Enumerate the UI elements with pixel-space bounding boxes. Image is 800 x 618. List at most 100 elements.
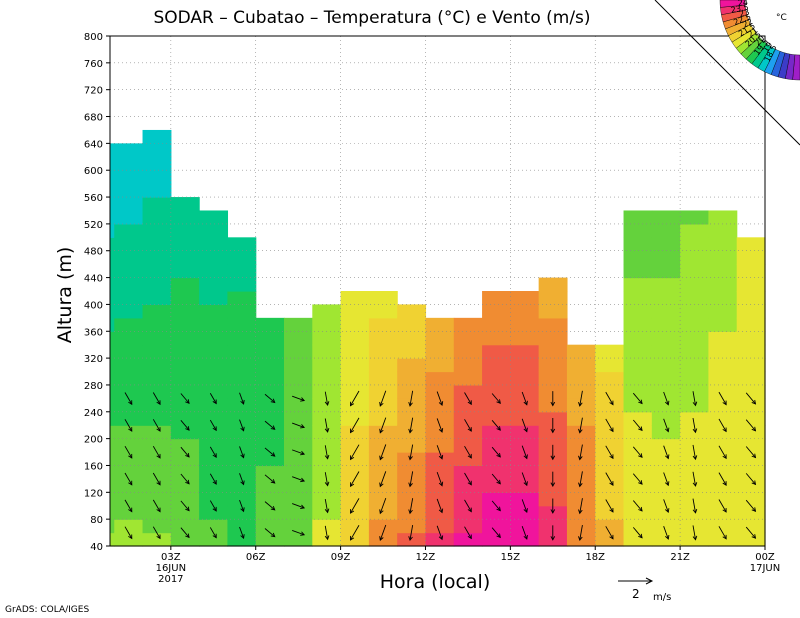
wind-arrow-head [638, 480, 643, 485]
wind-arrow-shaft [124, 526, 133, 539]
temperature-cell [595, 438, 625, 453]
temperature-cell [312, 304, 342, 319]
x-tick-label: 12Z [416, 552, 436, 563]
temperature-cell [199, 371, 229, 386]
y-tick-label: 40 [90, 542, 103, 553]
temperature-cell [708, 210, 738, 225]
temperature-cell [170, 438, 200, 453]
wind-arrow-shaft [491, 473, 501, 485]
wind-arrow-head [578, 509, 583, 515]
temperature-cell [340, 452, 370, 467]
temperature-cell [312, 425, 342, 440]
wind-arrow-head [438, 454, 444, 460]
temperature-cell [566, 532, 596, 547]
wind-arrow-shaft [350, 417, 360, 433]
temperature-cell [110, 250, 115, 265]
temperature-cell [340, 384, 370, 399]
temperature-cell [142, 344, 172, 359]
wind-arrow-head [751, 426, 757, 432]
temperature-cell [340, 371, 370, 386]
temperature-cell [510, 425, 540, 440]
temperature-cell [312, 331, 342, 346]
temperature-cell [340, 317, 370, 332]
temperature-cell [623, 250, 653, 265]
wind-arrow-head [300, 531, 306, 536]
temperature-cell [142, 197, 172, 212]
temperature-cell [566, 344, 596, 359]
wind-arrow-shaft [464, 526, 472, 539]
wind-arrow-shaft [152, 472, 161, 486]
temperature-cell [114, 465, 144, 480]
temperature-cell [453, 492, 483, 507]
wind-arrow-head [408, 428, 413, 434]
wind-arrow-shaft [209, 473, 217, 485]
temperature-cell [680, 358, 710, 373]
temperature-cell [340, 519, 370, 534]
temperature-cell [110, 358, 115, 373]
temperature-cell [114, 519, 144, 534]
wind-arrow-head [638, 453, 643, 458]
temperature-cell [595, 371, 625, 386]
temperature-cell [623, 223, 653, 238]
temperature-cell [227, 237, 257, 252]
temperature-cell [199, 465, 229, 480]
wind-arrow-shaft [180, 446, 190, 458]
wind-arrow-shaft [239, 419, 245, 431]
temperature-cell [199, 277, 229, 292]
temperature-cell [510, 478, 540, 493]
temperature-cell [199, 291, 229, 306]
wind-arrow-head [212, 426, 217, 432]
wind-arrow-head [692, 482, 698, 487]
temperature-cell [397, 465, 427, 480]
temperature-cell [170, 371, 200, 386]
temperature-cell [453, 452, 483, 467]
wind-arrow-shaft [579, 417, 583, 433]
temperature-cell [170, 304, 200, 319]
wind-arrow-shaft [292, 422, 305, 428]
wind-arrow-shaft [152, 419, 161, 432]
colorbar-label: 24 [737, 0, 748, 8]
temperature-cell [651, 519, 681, 534]
temperature-cell [623, 371, 653, 386]
temperature-cell [623, 532, 653, 547]
temperature-cell [482, 465, 511, 480]
wind-arrow-shaft [605, 526, 614, 540]
temperature-cell [510, 398, 540, 413]
temperature-cell [680, 210, 710, 225]
wind-arrow-shaft [491, 500, 501, 511]
wind-arrow-head [751, 534, 757, 539]
wind-arrow-head [550, 536, 556, 541]
temperature-cell [199, 478, 229, 493]
temperature-cell [510, 452, 540, 467]
wind-arrow-shaft [209, 500, 217, 512]
temperature-cell [255, 492, 285, 507]
temperature-cell [595, 358, 625, 373]
temperature-cell [114, 438, 144, 453]
wind-arrow-head [496, 479, 501, 485]
wind-arrow-head [324, 508, 330, 514]
temperature-cell [736, 411, 766, 426]
temperature-cell [110, 237, 115, 252]
wind-arrow-shaft [324, 418, 329, 432]
temperature-cell [425, 519, 455, 534]
temperature-cell [170, 465, 200, 480]
plot-frame [109, 35, 766, 547]
wind-arrow-head [270, 452, 276, 457]
wind-arrow-shaft [718, 526, 727, 540]
wind-arrow-head [185, 533, 190, 539]
temperature-cell [736, 478, 766, 493]
wind-arrow-shaft [745, 526, 756, 539]
wind-arrow-shaft [521, 499, 528, 513]
wind-arrow-shaft [436, 498, 443, 513]
x-tick-sublabel-year: 2017 [158, 574, 183, 585]
temperature-cell [142, 384, 172, 399]
temperature-cell [312, 358, 342, 373]
temperature-cell [680, 398, 710, 413]
wind-arrow-shaft [632, 419, 643, 431]
wind-arrow-shaft [464, 472, 472, 486]
temperature-cell [595, 478, 625, 493]
temperature-cell [482, 478, 511, 493]
temperature-cell [340, 411, 370, 426]
temperature-cell [284, 371, 313, 386]
